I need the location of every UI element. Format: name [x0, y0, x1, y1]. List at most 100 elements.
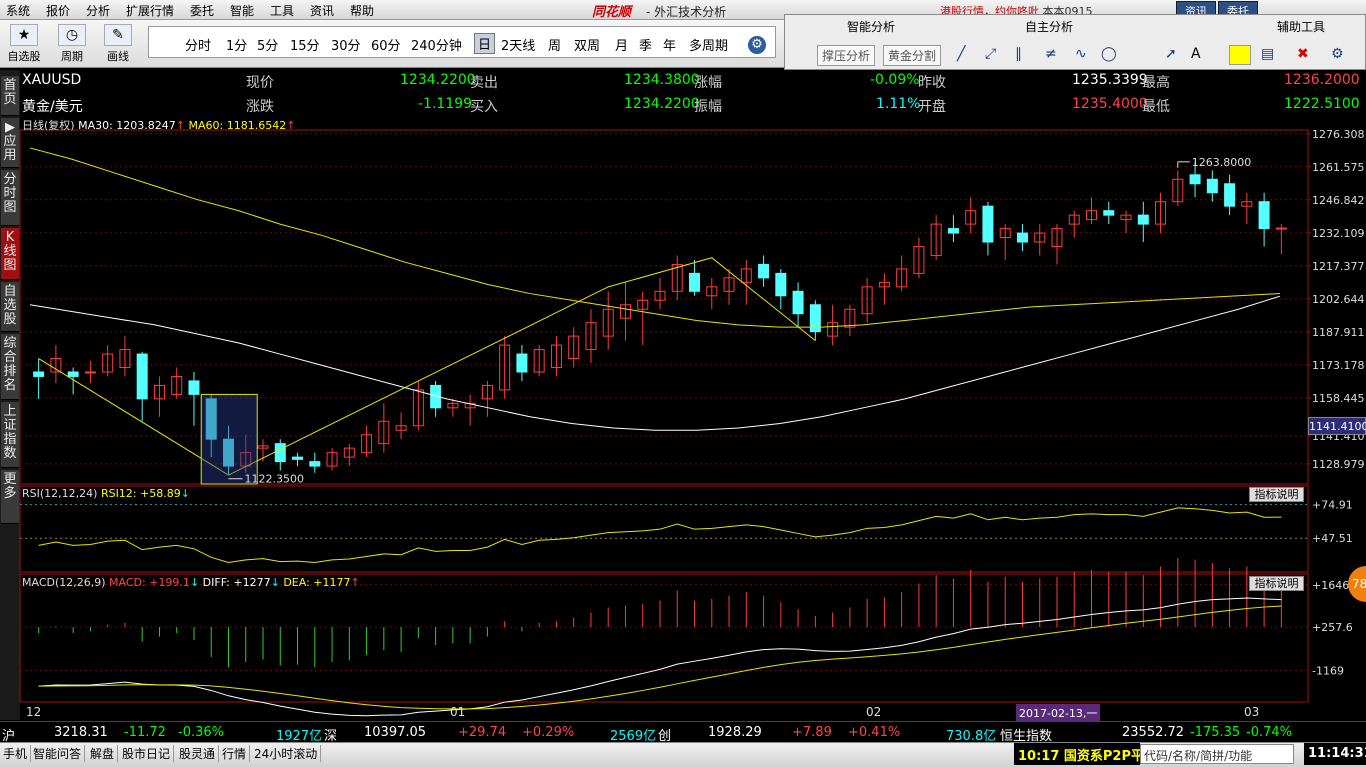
ticker-item: 1928.29	[708, 725, 762, 740]
ticker-item: 3218.31	[54, 725, 108, 740]
candle-body	[1016, 232, 1028, 243]
menu-help[interactable]: 帮助	[350, 4, 375, 18]
period-30min[interactable]: 30分	[331, 39, 361, 54]
candle-body	[619, 304, 631, 319]
candle-body	[1086, 210, 1098, 221]
period-tool[interactable]: ◷ 周期	[54, 24, 90, 64]
tab-apps[interactable]: ▶应用	[1, 118, 19, 168]
change-pct: -0.09%	[870, 72, 920, 88]
tab-more[interactable]: 更多	[1, 470, 19, 524]
ellipse-icon[interactable]: ◯	[1101, 46, 1117, 62]
pressure-analysis-button[interactable]: 撑压分析	[817, 45, 876, 66]
prev-close: 1235.3399	[1072, 72, 1148, 88]
period-year[interactable]: 年	[663, 39, 677, 54]
candle-body	[878, 281, 890, 288]
main-indicator-label: 日线(复权) MA30: 1203.8247↑ MA60: 1181.6542↑	[22, 119, 296, 132]
gear-icon[interactable]: ⚙	[748, 36, 766, 54]
tab-kline[interactable]: K线图	[1, 228, 19, 280]
candle-body	[395, 425, 407, 431]
x-tick-label: 02	[866, 705, 882, 719]
period-240min[interactable]: 240分钟	[411, 39, 462, 54]
price-tick-label: 1261.575	[1312, 161, 1365, 174]
clock: 11:14:31	[1304, 743, 1366, 765]
period-selector: 分时 1分 5分 15分 30分 60分 240分钟 日 2天线 周 双周 月 …	[148, 26, 776, 58]
current-price-badge: 1141.4100	[1308, 417, 1366, 435]
color-swatch-icon[interactable]	[1229, 45, 1251, 65]
tab-home[interactable]: 首页	[1, 76, 19, 116]
line-icon[interactable]: ╱	[957, 46, 966, 62]
x-axis: 12 01 02 03	[20, 703, 1310, 720]
cursor-icon[interactable]: ➚	[1165, 46, 1177, 62]
period-1min[interactable]: 1分	[226, 39, 248, 54]
period-month[interactable]: 月	[615, 39, 629, 54]
float-badge[interactable]: 78	[1348, 566, 1366, 602]
parallel-icon[interactable]: ≠	[1045, 46, 1057, 62]
tab-mobile[interactable]: 手机	[0, 745, 32, 762]
settings-icon[interactable]: ⚙	[1331, 46, 1344, 62]
rsi-explain-button[interactable]: 指标说明	[1249, 487, 1304, 502]
tab-qa[interactable]: 智能问答	[30, 745, 86, 762]
period-multi[interactable]: 多周期	[689, 39, 729, 54]
menu-analysis[interactable]: 分析	[86, 4, 111, 18]
period-day[interactable]: 日	[474, 33, 496, 54]
news-ticker[interactable]: 10:17 国资系P2P平台	[1014, 743, 1140, 765]
ticker-item: 创	[658, 729, 672, 744]
last-price: 1234.2200	[400, 72, 476, 88]
period-week[interactable]: 周	[548, 39, 562, 54]
ticker-item: +0.41%	[848, 725, 901, 740]
macd-explain-button[interactable]: 指标说明	[1249, 576, 1304, 591]
candle-body	[430, 384, 442, 409]
smart-analysis-panel: 智能分析 自主分析 辅助工具 撑压分析 黄金分割 ╱ ⤢ ∥ ≠ ∿ ◯ ➚ A…	[784, 14, 1366, 70]
tab-stock-link[interactable]: 股灵通	[176, 745, 220, 762]
period-15min[interactable]: 15分	[290, 39, 320, 54]
period-2day[interactable]: 2天线	[501, 39, 536, 54]
period-5min[interactable]: 5分	[257, 39, 279, 54]
channel-icon[interactable]: ∥	[1015, 46, 1022, 62]
tab-watchlist[interactable]: 自选股	[1, 282, 19, 332]
candle-body	[654, 290, 666, 301]
code-search-input[interactable]: 代码/名称/简拼/功能	[1140, 744, 1294, 764]
tab-intraday[interactable]: 分时图	[1, 170, 19, 226]
candle-body	[637, 299, 649, 310]
zigzag-line	[38, 257, 816, 476]
golden-section-button[interactable]: 黄金分割	[883, 45, 942, 66]
candle-body	[809, 304, 821, 333]
period-quarter[interactable]: 季	[639, 39, 653, 54]
menu-news[interactable]: 资讯	[310, 4, 335, 18]
dea-line	[38, 605, 1282, 710]
ticker-item: 730.8亿	[946, 729, 997, 744]
macd-label: MACD(12,26,9) MACD: +199.1↓ DIFF: +1277↓…	[22, 576, 360, 589]
period-intraday[interactable]: 分时	[185, 39, 212, 54]
menu-quote[interactable]: 报价	[46, 4, 71, 18]
menu-trade[interactable]: 委托	[190, 4, 215, 18]
text-icon[interactable]: A	[1191, 46, 1201, 62]
candle-body	[585, 322, 597, 351]
tab-diary[interactable]: 股市日记	[119, 745, 175, 762]
tab-shanghai-index[interactable]: 上证指数	[1, 402, 19, 468]
save-icon[interactable]: ▤	[1261, 46, 1275, 62]
draw-tool[interactable]: ✎ 画线	[100, 24, 136, 64]
high-annotation: 1263.8000	[1192, 156, 1252, 169]
watchlist-tool[interactable]: ★ 自选股	[6, 24, 42, 64]
candle-body	[568, 335, 580, 360]
menu-extended[interactable]: 扩展行情	[126, 4, 175, 18]
menu-tools[interactable]: 工具	[270, 4, 295, 18]
menu-system[interactable]: 系统	[6, 4, 31, 18]
period-biweek[interactable]: 双周	[574, 39, 601, 54]
ticker-item: -11.72	[124, 725, 166, 740]
tab-commentary[interactable]: 解盘	[87, 745, 119, 762]
price-tick-label: 1232.109	[1312, 227, 1365, 240]
wave-icon[interactable]: ∿	[1075, 46, 1087, 62]
menu-smart[interactable]: 智能	[230, 4, 255, 18]
period-60min[interactable]: 60分	[371, 39, 401, 54]
ray-icon[interactable]: ⤢	[985, 46, 997, 62]
candle-body	[257, 445, 269, 449]
tab-24h[interactable]: 24小时滚动	[251, 745, 322, 762]
price-tick-label: 1173.178	[1312, 359, 1365, 372]
candle-body	[1275, 227, 1287, 230]
delete-icon[interactable]: ✖	[1297, 46, 1309, 62]
tab-market[interactable]: 行情	[219, 745, 251, 762]
candle-body	[188, 380, 200, 395]
tab-ranking[interactable]: 综合排名	[1, 334, 19, 400]
